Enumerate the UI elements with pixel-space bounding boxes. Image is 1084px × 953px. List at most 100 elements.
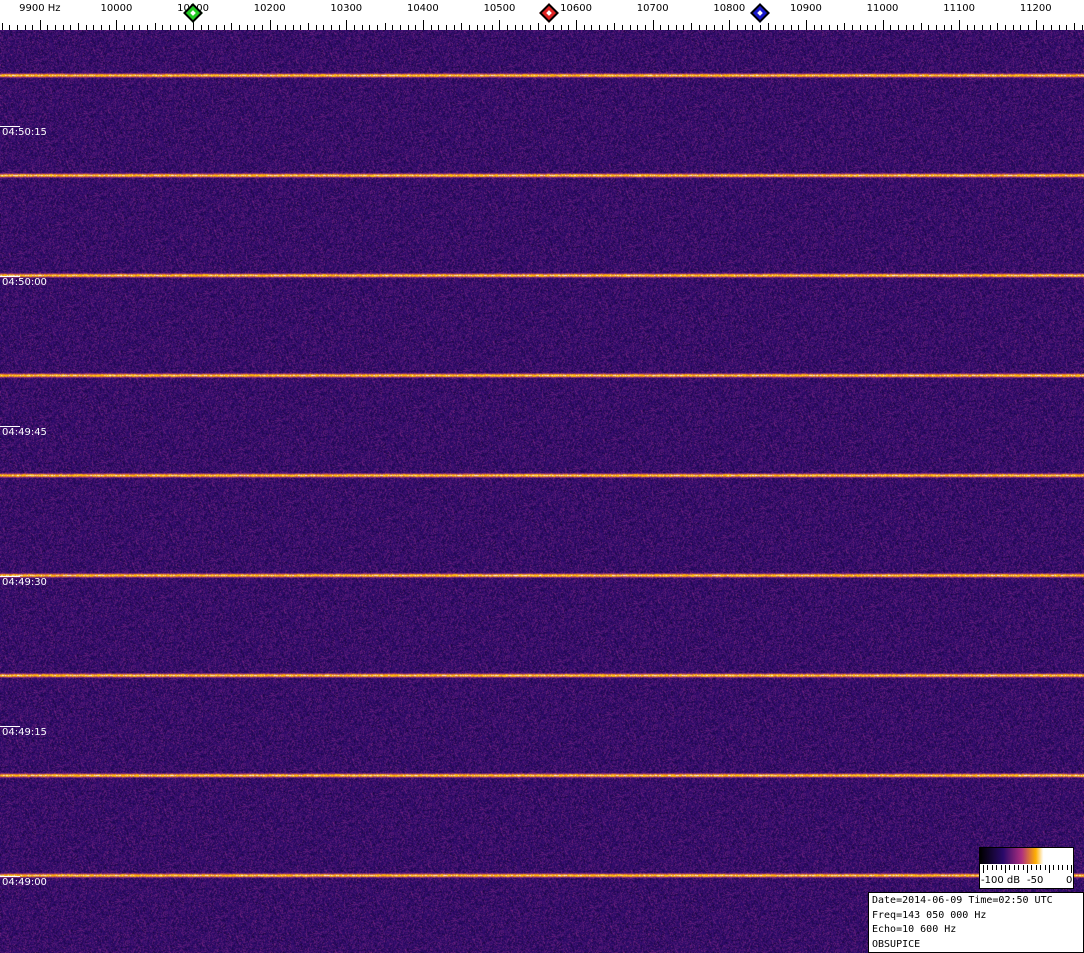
time-tick — [0, 426, 20, 427]
major-tick — [883, 20, 884, 30]
colorbar-label-mid: -50 — [1027, 875, 1044, 886]
minor-tick — [239, 25, 240, 30]
minor-tick — [109, 25, 110, 30]
time-tick-label: 04:50:15 — [2, 127, 47, 138]
colorbar-tick — [1057, 865, 1059, 870]
minor-tick — [791, 25, 792, 30]
minor-tick — [132, 25, 133, 30]
minor-tick — [783, 25, 784, 30]
minor-tick — [591, 25, 592, 30]
minor-tick — [668, 25, 669, 30]
minor-tick — [208, 25, 209, 30]
info-station: OBSUPICE — [872, 938, 921, 950]
time-tick — [0, 876, 20, 877]
colorbar-tick — [996, 865, 998, 870]
minor-tick — [178, 25, 179, 30]
minor-tick — [974, 25, 975, 30]
frequency-marker-3[interactable] — [750, 3, 770, 23]
time-tick — [0, 726, 20, 727]
minor-tick — [906, 25, 907, 30]
major-tick — [499, 20, 500, 30]
minor-tick — [147, 25, 148, 30]
minor-tick — [247, 25, 248, 30]
colorbar-tick — [1027, 865, 1028, 873]
minor-tick — [928, 25, 929, 30]
major-tick — [1036, 20, 1037, 30]
major-tick — [40, 20, 41, 30]
minor-tick — [139, 25, 140, 30]
frequency-tick-label: 10700 — [636, 3, 669, 14]
major-tick — [423, 20, 424, 30]
colorbar-tick — [1018, 865, 1020, 870]
minor-tick — [775, 25, 776, 30]
minor-tick — [622, 25, 623, 30]
minor-tick — [484, 25, 485, 30]
minor-tick — [530, 25, 531, 30]
frequency-marker-2[interactable] — [539, 3, 560, 23]
colorbar-tick — [991, 865, 993, 870]
major-tick — [346, 20, 347, 30]
minor-tick — [1082, 25, 1083, 30]
frequency-tick-label: 10600 — [560, 3, 592, 14]
minor-tick — [637, 25, 638, 30]
frequency-tick-label: 10800 — [713, 3, 746, 14]
minor-tick — [492, 25, 493, 30]
minor-tick — [369, 25, 370, 30]
frequency-tick-label: 10900 — [790, 3, 822, 14]
colorbar-tick — [1053, 865, 1055, 870]
minor-tick — [967, 25, 968, 30]
minor-tick — [300, 25, 301, 30]
minor-tick — [660, 25, 661, 30]
major-tick — [576, 20, 577, 30]
minor-tick — [1013, 25, 1014, 30]
minor-tick — [630, 25, 631, 30]
minor-tick — [645, 25, 646, 30]
minor-tick — [584, 25, 585, 30]
colorbar-label-min: -100 dB — [981, 875, 1021, 886]
frequency-tick-label: 10500 — [483, 3, 516, 14]
minor-tick — [101, 25, 102, 30]
minor-tick — [17, 25, 18, 30]
colorbar-legend: -100 dB -50 0 — [979, 847, 1074, 889]
minor-tick — [768, 23, 769, 30]
minor-tick — [545, 25, 546, 30]
minor-tick — [921, 23, 922, 30]
frequency-tick-label: 10000 — [100, 3, 133, 14]
minor-tick — [185, 25, 186, 30]
minor-tick — [760, 25, 761, 30]
minor-tick — [446, 25, 447, 30]
colorbar-tick — [1000, 865, 1002, 870]
minor-tick — [438, 25, 439, 30]
major-tick — [193, 20, 194, 30]
major-tick — [959, 20, 960, 30]
minor-tick — [683, 25, 684, 30]
minor-tick — [714, 25, 715, 30]
minor-tick — [829, 25, 830, 30]
colorbar-tick — [1031, 865, 1033, 870]
frequency-tick-label: 11100 — [943, 3, 976, 14]
frequency-tick-label: 9900 Hz — [19, 3, 61, 14]
minor-tick — [1066, 25, 1067, 30]
minor-tick — [354, 25, 355, 30]
minor-tick — [1059, 25, 1060, 30]
minor-tick — [951, 25, 952, 30]
minor-tick — [362, 25, 363, 30]
minor-tick — [377, 25, 378, 30]
minor-tick — [293, 25, 294, 30]
colorbar-tick — [1009, 865, 1011, 870]
minor-tick — [982, 25, 983, 30]
time-tick-label: 04:49:15 — [2, 727, 47, 738]
frequency-tick-label: 10400 — [406, 3, 439, 14]
minor-tick — [722, 25, 723, 30]
minor-tick — [561, 25, 562, 30]
frequency-tick-label: 10200 — [253, 3, 286, 14]
frequency-ruler[interactable]: 9900 Hz100001010010200103001040010500106… — [0, 0, 1084, 30]
minor-tick — [201, 25, 202, 30]
minor-tick — [1051, 25, 1052, 30]
info-date-time: Date=2014-06-09 Time=02:50 UTC — [872, 895, 1053, 906]
minor-tick — [254, 25, 255, 30]
minor-tick — [553, 25, 554, 30]
minor-tick — [124, 25, 125, 30]
minor-tick — [70, 25, 71, 30]
minor-tick — [599, 25, 600, 30]
